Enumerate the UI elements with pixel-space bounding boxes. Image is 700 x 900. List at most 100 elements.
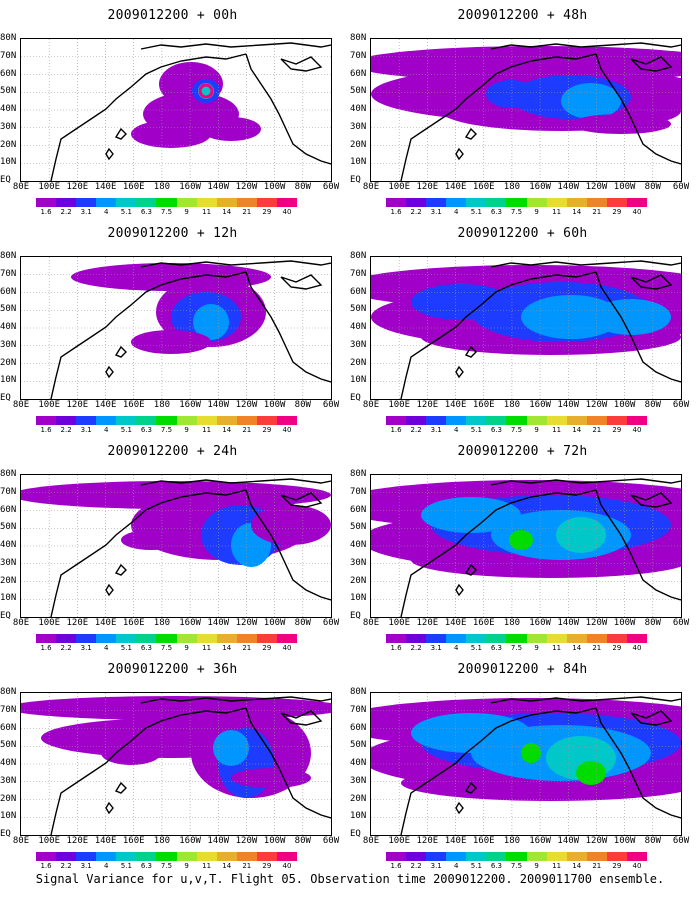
y-tick-label: EQ [350, 829, 361, 839]
colorbar-label: 4 [104, 862, 109, 870]
colorbar-label: 6.3 [490, 208, 502, 216]
x-tick-label: 120E [416, 618, 439, 628]
x-tick-label: 120W [585, 618, 608, 628]
colorbar-label: 3.1 [430, 862, 442, 870]
colorbar-label: 29 [262, 426, 272, 434]
colorbar-swatch [156, 416, 177, 425]
x-tick-label: 60W [322, 618, 340, 628]
colorbar-label: 14 [222, 644, 232, 652]
x-tick-label: 100E [388, 618, 411, 628]
colorbar-swatch [526, 416, 547, 425]
panel-60h: 2009012200 + 60h 80N 70N 60N 50N 40N 30N 20N 10… [350, 218, 695, 434]
x-tick-label: 60W [672, 618, 690, 628]
colorbar-label: 9 [184, 426, 189, 434]
colorbar [386, 852, 648, 861]
coastline [50, 489, 247, 617]
panel-title: 2009012200 + 48h [457, 8, 588, 23]
variance-contour [131, 120, 211, 148]
x-tick-label: 140W [207, 836, 230, 846]
y-tick-label: 50N [350, 86, 367, 97]
variance-field [21, 481, 331, 567]
x-tick-label: 100W [613, 618, 636, 628]
y-tick-label: 10N [0, 811, 17, 822]
colorbar-label: 21 [242, 862, 252, 870]
y-tick-label: 10N [350, 811, 367, 822]
variance-contour [411, 284, 511, 320]
x-tick-label: 100W [613, 400, 636, 410]
colorbar-swatch [96, 634, 117, 643]
figure-caption: Signal Variance for u,v,T. Flight 05. Ob… [35, 872, 665, 886]
x-tick-label: 140E [94, 836, 117, 846]
x-tick-label: 140E [444, 618, 467, 628]
x-tick-label: 160W [179, 182, 201, 192]
y-tick-label: 80N [350, 33, 367, 43]
colorbar [36, 634, 298, 643]
coastline [455, 801, 464, 815]
colorbar [36, 198, 298, 207]
y-tick-label: 30N [350, 557, 367, 568]
coastline [280, 274, 323, 290]
colorbar-swatch [466, 852, 487, 861]
panel-title: 2009012200 + 36h [107, 662, 238, 677]
y-tick-label: 10N [350, 157, 367, 168]
colorbar-swatch [56, 852, 77, 861]
map [20, 38, 332, 182]
colorbar [386, 198, 648, 207]
colorbar-label: 9 [184, 208, 189, 216]
colorbar-label: 2.2 [410, 644, 422, 652]
coastline [114, 345, 127, 358]
x-tick-label: 180 [503, 182, 521, 192]
x-tick-label: 80E [12, 618, 30, 628]
y-tick-label: EQ [0, 611, 11, 621]
colorbar-label: 7.5 [160, 644, 173, 652]
colorbar-label: 29 [262, 644, 272, 652]
colorbar-swatch [466, 634, 487, 643]
coastline [400, 271, 597, 399]
y-tick-label: 20N [0, 793, 17, 804]
panel-title: 2009012200 + 24h [107, 444, 238, 459]
x-tick-label: 140W [207, 400, 230, 410]
colorbar-swatch [606, 416, 627, 425]
x-tick-label: 160W [179, 618, 201, 628]
colorbar-label: 5.1 [120, 862, 132, 870]
x-tick-label: 120E [416, 836, 439, 846]
y-tick-label: 30N [350, 121, 367, 132]
colorbar-label: 40 [282, 426, 292, 434]
colorbar-label: 1.6 [40, 426, 52, 434]
x-tick-label: 180 [153, 836, 171, 846]
colorbar-swatch [586, 852, 607, 861]
colorbar-swatch [276, 852, 298, 861]
colorbar-label: 11 [552, 644, 562, 652]
variance-contour [486, 80, 536, 108]
y-tick-label: 40N [350, 322, 367, 332]
colorbar-label: 1.6 [390, 644, 402, 652]
map-svg [21, 39, 331, 181]
x-tick-label: 160E [472, 400, 495, 410]
colorbar-swatch [36, 852, 57, 861]
colorbar-swatch [486, 198, 507, 207]
y-tick-label: 50N [0, 522, 17, 533]
coastline [455, 365, 464, 379]
colorbar-swatch [466, 416, 487, 425]
x-tick-label: 160E [472, 182, 495, 192]
map [370, 256, 682, 400]
colorbar-swatch [426, 634, 447, 643]
colorbar-swatch [446, 416, 467, 425]
colorbar-swatch [606, 198, 627, 207]
colorbar-label: 7.5 [510, 862, 523, 870]
colorbar-label: 6.3 [490, 862, 502, 870]
y-tick-label: 60N [350, 504, 367, 515]
coastline [630, 274, 673, 290]
colorbar-label: 40 [632, 426, 642, 434]
x-tick-label: 80W [644, 182, 661, 192]
x-tick-label: 100W [263, 400, 286, 410]
x-tick-label: 60W [672, 400, 690, 410]
colorbar-swatch [176, 416, 197, 425]
colorbar-label: 2.2 [410, 208, 422, 216]
colorbar-label: 5.1 [120, 426, 132, 434]
coastline [114, 127, 127, 140]
x-tick-label: 140W [557, 836, 580, 846]
coastline [140, 42, 331, 50]
colorbar-label: 21 [592, 644, 602, 652]
variance-field [131, 62, 261, 148]
